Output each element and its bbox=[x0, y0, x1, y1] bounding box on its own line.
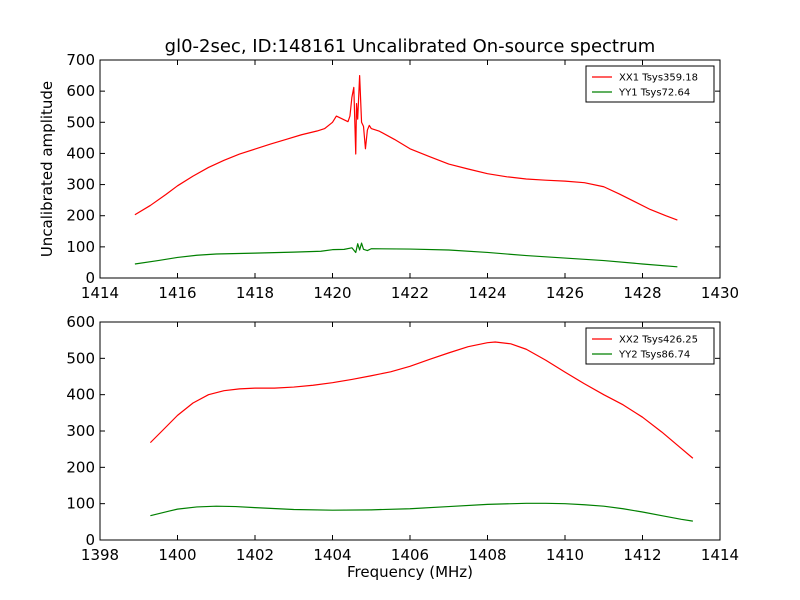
x-tick-label: 1402 bbox=[236, 546, 274, 564]
y-tick-label: 500 bbox=[66, 113, 95, 131]
x-tick-label: 1406 bbox=[391, 546, 429, 564]
x-tick-label: 1418 bbox=[236, 284, 274, 302]
y-tick-label: 100 bbox=[66, 238, 95, 256]
chart-panel-2: 1398 1400 1402 1404 1406 1408 1410 1412 1414 0 100… bbox=[66, 313, 739, 581]
legend-box bbox=[585, 327, 715, 365]
legend-entry: XX2 Tsys426.25 bbox=[619, 335, 698, 346]
x-axis-label: Frequency (MHz) bbox=[347, 563, 473, 581]
x-tick-label: 1426 bbox=[546, 284, 584, 302]
x-tick-label: 1412 bbox=[623, 546, 661, 564]
x-tick-label: 1408 bbox=[468, 546, 506, 564]
y-tick-label: 400 bbox=[66, 386, 95, 404]
x-tick-label: 1414 bbox=[701, 546, 739, 564]
x-tick-label: 1422 bbox=[391, 284, 429, 302]
y-tick-label: 200 bbox=[66, 207, 95, 225]
x-tick-label: 1430 bbox=[701, 284, 739, 302]
y-tick-label: 0 bbox=[85, 269, 95, 287]
chart-title: gl0-2sec, ID:148161 Uncalibrated On-sour… bbox=[165, 36, 656, 57]
series-line-xx2 bbox=[149, 341, 694, 459]
x-tick-label: 1428 bbox=[623, 284, 661, 302]
series-line-xx1 bbox=[134, 74, 678, 221]
series-line-yy2 bbox=[150, 502, 693, 522]
y-tick-label: 200 bbox=[66, 458, 95, 476]
x-tick-label: 1398 bbox=[81, 546, 119, 564]
y-tick-label: 300 bbox=[66, 176, 95, 194]
x-tick-label: 1410 bbox=[546, 546, 584, 564]
y-tick-label: 100 bbox=[66, 495, 95, 513]
legend-box bbox=[585, 65, 715, 103]
y-tick-label: 300 bbox=[66, 422, 95, 440]
chart-panel-1: 1414 1416 1418 1420 1422 1424 1426 1428 1430 0 100… bbox=[38, 36, 739, 302]
x-tick-label: 1420 bbox=[313, 284, 351, 302]
x-tick-label: 1404 bbox=[313, 546, 351, 564]
legend-entry: XX1 Tsys359.18 bbox=[619, 73, 698, 84]
series-line-yy1 bbox=[134, 242, 678, 268]
y-axis-label: Uncalibrated amplitude bbox=[38, 81, 56, 257]
y-tick-label: 600 bbox=[66, 313, 95, 331]
x-tick-label: 1414 bbox=[81, 284, 119, 302]
y-tick-label: 600 bbox=[66, 82, 95, 100]
y-tick-label: 400 bbox=[66, 144, 95, 162]
legend: XX2 Tsys426.25 YY2 Tsys86.74 bbox=[585, 327, 715, 365]
x-tick-label: 1400 bbox=[158, 546, 196, 564]
y-tick-label: 700 bbox=[66, 51, 95, 69]
x-tick-label: 1424 bbox=[468, 284, 506, 302]
x-tick-label: 1416 bbox=[158, 284, 196, 302]
legend: XX1 Tsys359.18 YY1 Tsys72.64 bbox=[585, 65, 715, 103]
y-tick-label: 500 bbox=[66, 349, 95, 367]
legend-entry: YY2 Tsys86.74 bbox=[618, 350, 690, 361]
y-tick-label: 0 bbox=[85, 531, 95, 549]
legend-entry: YY1 Tsys72.64 bbox=[618, 88, 690, 99]
